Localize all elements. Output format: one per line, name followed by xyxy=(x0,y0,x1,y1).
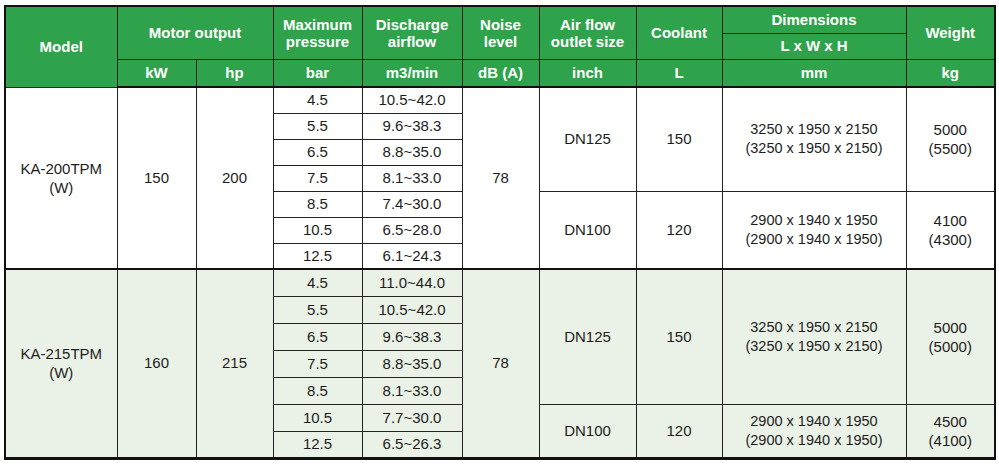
weight-line2: (5000) xyxy=(909,337,993,356)
airflow-cell: 11.0~44.0 xyxy=(362,269,462,296)
header-discharge-airflow: Discharge airflow xyxy=(362,6,462,59)
dimensions-cell: 2900 x 1940 x 1950 (2900 x 1940 x 1950) xyxy=(722,404,906,458)
dimensions-line2: (3250 x 1950 x 2150) xyxy=(725,139,904,158)
pressure-cell: 5.5 xyxy=(273,296,362,323)
weight-cell: 5000 (5000) xyxy=(906,269,995,404)
table-header: Model Motor output Maximum pressure Disc… xyxy=(5,6,995,87)
coolant-cell: 120 xyxy=(636,404,722,458)
unit-kw: kW xyxy=(117,59,196,87)
header-weight: Weight xyxy=(906,6,995,59)
page: { "table": { "header": { "model": "Model… xyxy=(0,0,999,469)
weight-line2: (4100) xyxy=(909,431,993,450)
pressure-cell: 6.5 xyxy=(273,139,362,165)
weight-line1: 4100 xyxy=(909,211,993,230)
noise-cell: 78 xyxy=(462,269,539,458)
airflow-cell: 10.5~42.0 xyxy=(362,87,462,113)
model-name: KA-215TPM xyxy=(8,344,115,363)
airflow-cell: 8.8~35.0 xyxy=(362,350,462,377)
motor-kw-cell: 160 xyxy=(117,269,196,458)
dimensions-cell: 3250 x 1950 x 2150 (3250 x 1950 x 2150) xyxy=(722,269,906,404)
coolant-cell: 150 xyxy=(636,87,722,191)
pressure-cell: 7.5 xyxy=(273,165,362,191)
spec-table-wrapper: Model Motor output Maximum pressure Disc… xyxy=(0,0,999,465)
weight-cell: 4100 (4300) xyxy=(906,191,995,269)
model-variant: (W) xyxy=(8,363,115,382)
motor-kw-cell: 150 xyxy=(117,87,196,269)
unit-kg: kg xyxy=(906,59,995,87)
pressure-cell: 8.5 xyxy=(273,191,362,217)
noise-cell: 78 xyxy=(462,87,539,269)
dimensions-line1: 3250 x 1950 x 2150 xyxy=(725,318,904,337)
pressure-cell: 8.5 xyxy=(273,377,362,404)
unit-hp: hp xyxy=(196,59,273,87)
header-dimensions-sub: L x W x H xyxy=(722,33,906,59)
outlet-cell: DN125 xyxy=(539,269,636,404)
unit-mm: mm xyxy=(722,59,906,87)
dimensions-cell: 2900 x 1940 x 1950 (2900 x 1940 x 1950) xyxy=(722,191,906,269)
weight-line1: 5000 xyxy=(909,318,993,337)
airflow-cell: 7.7~30.0 xyxy=(362,404,462,431)
airflow-cell: 9.6~38.3 xyxy=(362,323,462,350)
airflow-cell: 8.1~33.0 xyxy=(362,165,462,191)
pressure-cell: 12.5 xyxy=(273,431,362,458)
header-maximum-pressure: Maximum pressure xyxy=(273,6,362,59)
model-name-cell: KA-200TPM (W) xyxy=(5,87,117,269)
unit-inch: inch xyxy=(539,59,636,87)
outlet-cell: DN125 xyxy=(539,87,636,191)
pressure-cell: 10.5 xyxy=(273,404,362,431)
dimensions-line2: (3250 x 1950 x 2150) xyxy=(725,337,904,356)
weight-line2: (4300) xyxy=(909,230,993,249)
pressure-cell: 4.5 xyxy=(273,87,362,113)
airflow-cell: 7.4~30.0 xyxy=(362,191,462,217)
model-name: KA-200TPM xyxy=(8,159,115,178)
airflow-cell: 8.1~33.0 xyxy=(362,377,462,404)
weight-cell: 4500 (4100) xyxy=(906,404,995,458)
coolant-cell: 150 xyxy=(636,269,722,404)
outlet-cell: DN100 xyxy=(539,404,636,458)
spec-table: Model Motor output Maximum pressure Disc… xyxy=(4,5,996,460)
airflow-cell: 6.1~24.3 xyxy=(362,243,462,269)
header-model: Model xyxy=(5,6,117,87)
dimensions-line2: (2900 x 1940 x 1950) xyxy=(725,230,904,249)
dimensions-line1: 3250 x 1950 x 2150 xyxy=(725,120,904,139)
airflow-cell: 8.8~35.0 xyxy=(362,139,462,165)
model-variant: (W) xyxy=(8,178,115,197)
motor-hp-cell: 215 xyxy=(196,269,273,458)
header-noise-level: Noise level xyxy=(462,6,539,59)
unit-bar: bar xyxy=(273,59,362,87)
dimensions-line1: 2900 x 1940 x 1950 xyxy=(725,211,904,230)
unit-m3min: m3/min xyxy=(362,59,462,87)
weight-line2: (5500) xyxy=(909,139,993,158)
airflow-cell: 10.5~42.0 xyxy=(362,296,462,323)
airflow-cell: 9.6~38.3 xyxy=(362,113,462,139)
pressure-cell: 10.5 xyxy=(273,217,362,243)
unit-dba: dB (A) xyxy=(462,59,539,87)
pressure-cell: 7.5 xyxy=(273,350,362,377)
outlet-cell: DN100 xyxy=(539,191,636,269)
header-coolant: Coolant xyxy=(636,6,722,59)
pressure-cell: 5.5 xyxy=(273,113,362,139)
table-body: KA-200TPM (W) 150 200 4.5 10.5~42.0 78 D… xyxy=(5,87,995,458)
header-motor-output: Motor output xyxy=(117,6,273,59)
pressure-cell: 4.5 xyxy=(273,269,362,296)
unit-coolant-l: L xyxy=(636,59,722,87)
weight-line1: 4500 xyxy=(909,412,993,431)
weight-line1: 5000 xyxy=(909,120,993,139)
header-dimensions: Dimensions xyxy=(722,6,906,33)
airflow-cell: 6.5~26.3 xyxy=(362,431,462,458)
model-name-cell: KA-215TPM (W) xyxy=(5,269,117,458)
pressure-cell: 12.5 xyxy=(273,243,362,269)
pressure-cell: 6.5 xyxy=(273,323,362,350)
airflow-cell: 6.5~28.0 xyxy=(362,217,462,243)
motor-hp-cell: 200 xyxy=(196,87,273,269)
header-air-flow-outlet-size: Air flow outlet size xyxy=(539,6,636,59)
coolant-cell: 120 xyxy=(636,191,722,269)
dimensions-line1: 2900 x 1940 x 1950 xyxy=(725,412,904,431)
dimensions-line2: (2900 x 1940 x 1950) xyxy=(725,431,904,450)
weight-cell: 5000 (5500) xyxy=(906,87,995,191)
dimensions-cell: 3250 x 1950 x 2150 (3250 x 1950 x 2150) xyxy=(722,87,906,191)
